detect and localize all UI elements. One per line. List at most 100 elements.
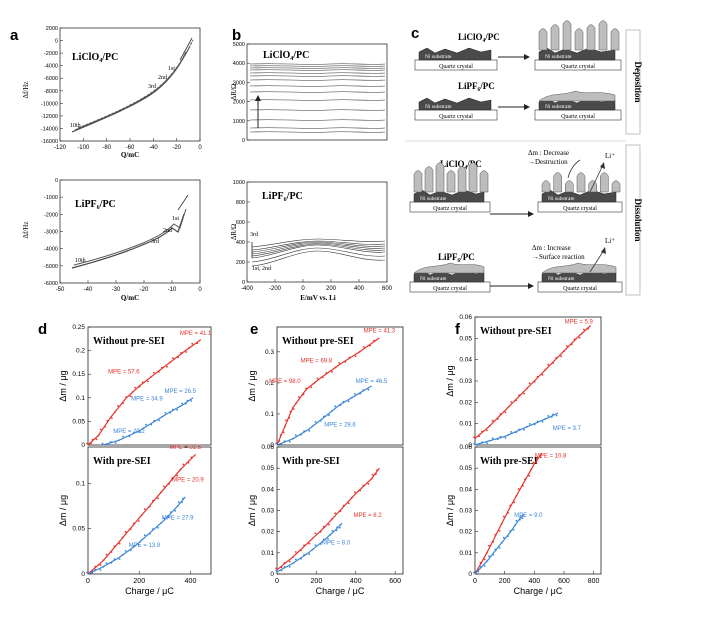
- scatter-point: [498, 547, 501, 549]
- x-tick-label: -20: [172, 145, 181, 151]
- scatter-point: [504, 437, 507, 439]
- panel-a-bottom-curve-3rd: [73, 208, 187, 266]
- x-tick-label: 0: [198, 145, 202, 151]
- scatter-point: [117, 404, 119, 407]
- scatter-point: [124, 549, 127, 552]
- scatter-point: [331, 529, 334, 532]
- scatter-point: [182, 463, 185, 466]
- scatter-point: [371, 473, 374, 476]
- scatter-point: [536, 457, 539, 459]
- mpe-label: MPE = 5.9: [565, 319, 594, 325]
- scatter-point: [163, 517, 165, 520]
- ni-label: Ni substrate: [420, 196, 447, 202]
- y-tick-label: 0: [81, 571, 85, 578]
- scatter-point: [477, 570, 480, 573]
- scatter-point: [528, 423, 531, 425]
- scatter-point: [519, 516, 522, 519]
- scatter-point: [167, 516, 170, 518]
- scatter-point: [496, 438, 499, 441]
- y-tick-label: 0: [55, 178, 58, 184]
- y-tick-label: 0: [55, 39, 58, 45]
- quartz-label: Quartz crystal: [439, 114, 473, 120]
- ni-label: Ni substrate: [420, 276, 447, 282]
- scatter-point: [491, 437, 494, 440]
- panel-a-top-xlabel: Q/mC: [121, 151, 139, 159]
- chart-ylabel: Δm / μg: [247, 495, 257, 526]
- scatter-point: [541, 421, 544, 423]
- scatter-point: [481, 441, 483, 444]
- y-tick-label: -5000: [44, 264, 58, 270]
- scatter-point: [106, 443, 109, 446]
- scatter-point: [479, 566, 482, 568]
- scatter-point: [347, 400, 350, 403]
- x-tick-label: -40: [149, 145, 158, 151]
- y-tick-label: 0.01: [459, 421, 472, 428]
- scatter-point: [491, 419, 494, 422]
- panel-a-bottom-xlabel: Q/mC: [121, 294, 139, 302]
- panel-letter-b: b: [232, 27, 241, 44]
- x-tick-label: 400: [350, 578, 362, 585]
- chart-frame: [87, 446, 212, 575]
- y-tick-label: 1000: [233, 119, 245, 125]
- scatter-point: [533, 423, 536, 426]
- chart-title: With pre-SEI: [480, 456, 538, 467]
- scatter-point: [288, 560, 291, 563]
- scatter-point: [308, 542, 311, 545]
- y-tick-label: 0.25: [72, 324, 85, 331]
- c-block: Quartz crystal Ni substrate: [537, 172, 623, 213]
- x-tick-label: -100: [77, 145, 90, 151]
- scatter-point: [565, 345, 568, 347]
- scatter-point: [339, 404, 342, 407]
- panel-c-row4-label: LiPF₆/PC: [438, 252, 475, 262]
- panel-b-bottom-frame: [246, 181, 388, 283]
- chart-frame: [474, 446, 602, 575]
- scatter-point: [86, 442, 89, 445]
- scatter-point: [517, 488, 520, 490]
- scatter-point: [552, 362, 555, 364]
- panel-c-ann4-line2: →Surface reaction: [532, 253, 585, 261]
- quartz-label: Quartz crystal: [433, 286, 467, 292]
- y-tick-label: 0.04: [261, 486, 274, 493]
- scatter-point: [292, 408, 295, 410]
- scatter-point: [152, 528, 154, 530]
- panel-b-bottom-ann-3rd: 3rd: [250, 232, 258, 238]
- y-tick-label: 3000: [233, 80, 245, 86]
- scatter-point: [163, 485, 165, 488]
- scatter-point: [129, 549, 132, 552]
- scatter-point: [560, 355, 562, 358]
- panel-c-dissolution-bracket: [625, 144, 641, 296]
- scatter-point: [310, 386, 313, 389]
- scatter-point: [512, 529, 515, 531]
- series-line: [474, 514, 525, 575]
- scatter-point: [105, 553, 108, 556]
- b-top-trace: [249, 109, 386, 111]
- y-tick-label: 0.02: [261, 529, 274, 536]
- chart-ylabel: Δm / μg: [58, 495, 68, 526]
- deposit-dendrite: [479, 170, 489, 193]
- scatter-point: [152, 499, 154, 502]
- b-bottom-trace: [251, 247, 386, 263]
- scatter-point: [587, 328, 589, 330]
- scatter-point: [514, 524, 516, 527]
- chart-title: With pre-SEI: [282, 456, 340, 467]
- chart-f-top: 0 0.01 0.02 0.03 0.04 0.05 0.06 Δm / μg Without …: [445, 314, 602, 449]
- scatter-point: [488, 555, 490, 558]
- scatter-point: [519, 518, 521, 521]
- scatter-point: [303, 553, 305, 556]
- y-tick-label: 0.06: [459, 444, 472, 451]
- panel-a-bottom-cycle-1st: 1st: [172, 216, 179, 222]
- x-tick-label: 600: [558, 578, 570, 585]
- scatter-point: [328, 414, 330, 417]
- x-tick-label: 0: [86, 578, 90, 585]
- panel-a-top-frame: [59, 27, 201, 142]
- scatter-point: [99, 428, 102, 431]
- y-tick-label: 0.04: [459, 486, 472, 493]
- x-tick-label: -50: [56, 287, 65, 293]
- scatter-point: [132, 545, 135, 547]
- chart-xlabel: Charge / μC: [316, 586, 365, 596]
- scatter-point: [513, 501, 516, 504]
- ni-label: Ni substrate: [545, 54, 572, 60]
- scatter-point: [110, 562, 113, 564]
- panel-c-ann3-line1: Δm : Decrease: [528, 149, 569, 157]
- scatter-point: [526, 387, 528, 390]
